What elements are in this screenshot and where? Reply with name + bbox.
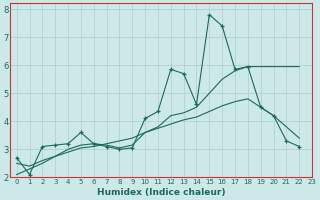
X-axis label: Humidex (Indice chaleur): Humidex (Indice chaleur) — [97, 188, 225, 197]
